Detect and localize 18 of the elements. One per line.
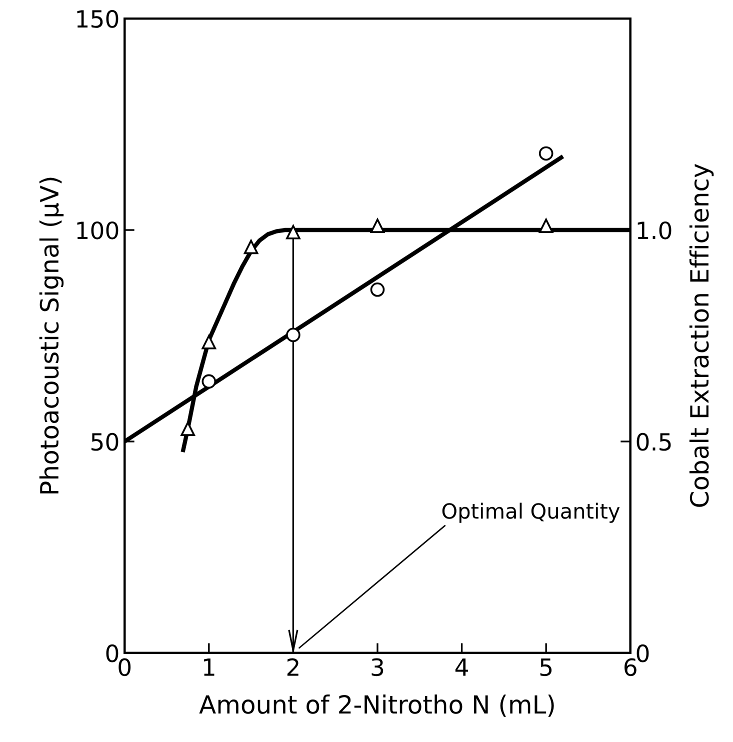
x-tick-label: 2 [287, 658, 298, 676]
y2-tick-label: 0 [636, 644, 649, 662]
x-axis-title: Amount of 2-Nitrotho N (mL) [199, 694, 554, 717]
x-tick-label: 5 [540, 658, 552, 676]
y2-tick-label: 1.0 [638, 221, 672, 240]
y2-axis-title: Cobalt Extraction Efficiency [689, 164, 714, 507]
y2-tick-label: 0.5 [636, 432, 671, 451]
x-tick-label: 4 [455, 658, 468, 676]
x-tick-label: 1 [204, 658, 214, 676]
y-tick-label: 100 [77, 221, 118, 240]
x-tick-label: 0 [118, 658, 131, 676]
y-tick-label: 150 [77, 10, 118, 28]
y-axis-title: Photoacoustic Signal (μV) [39, 178, 64, 494]
y-tick-label: 50 [92, 432, 118, 451]
y-tick-label: 0 [106, 644, 118, 662]
x-tick-label: 6 [624, 658, 636, 676]
annotation: Optimal Quantity [442, 502, 620, 523]
x-tick-label: 3 [372, 658, 384, 676]
